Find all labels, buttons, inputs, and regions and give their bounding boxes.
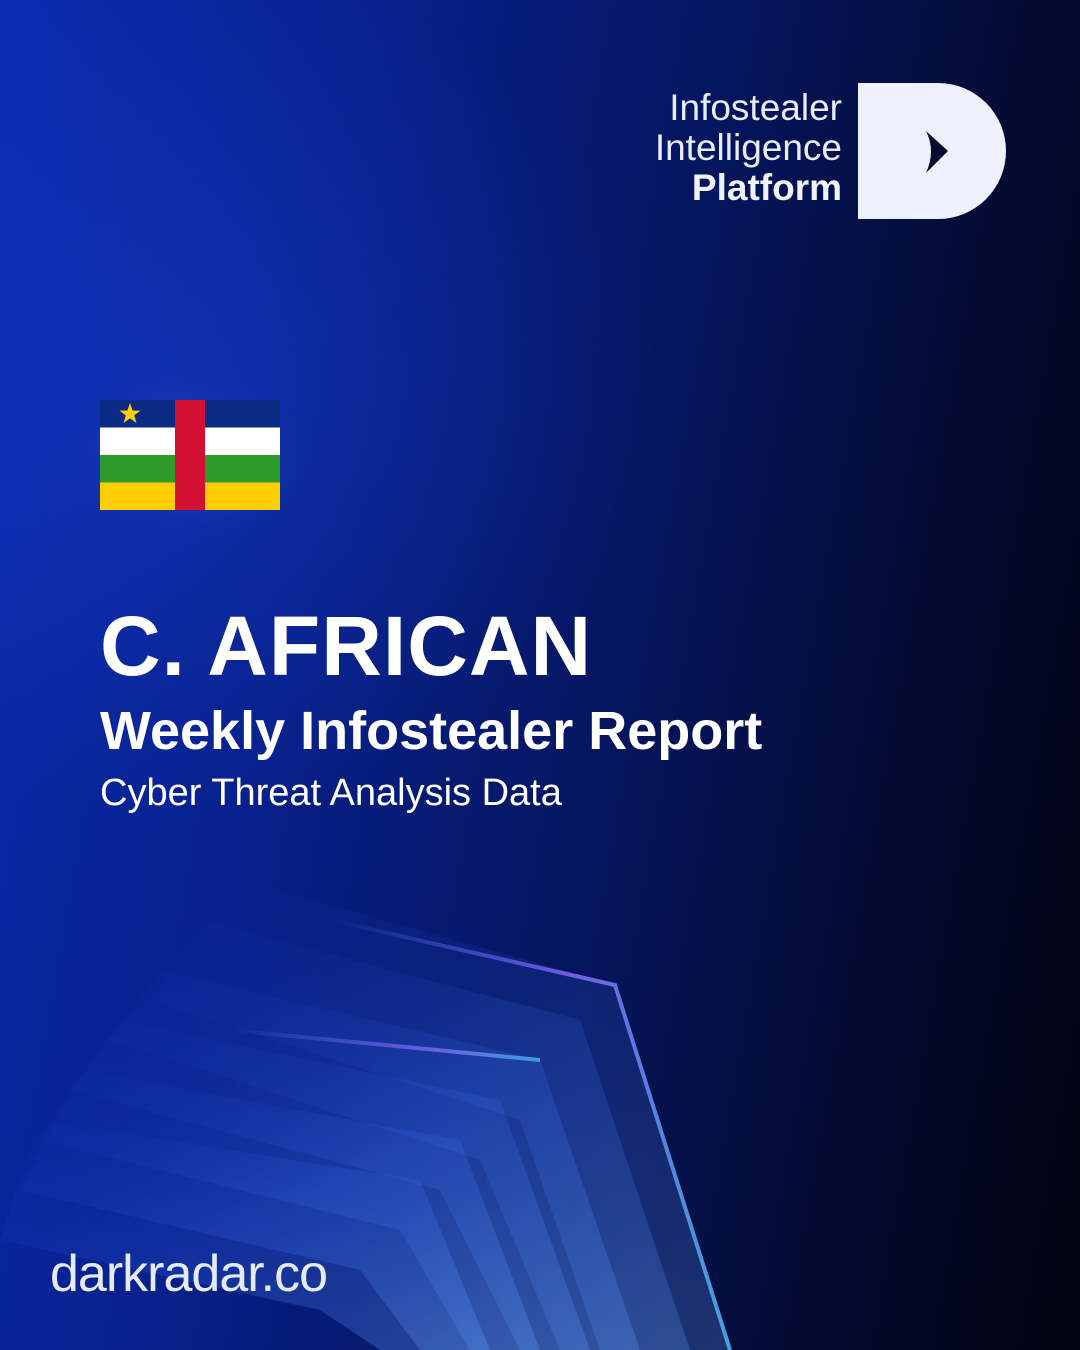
platform-logo-text: Infostealer Intelligence Platform (655, 88, 842, 208)
report-tagline: Cyber Threat Analysis Data (100, 772, 562, 814)
central-african-republic-flag-icon (100, 400, 280, 510)
logo-line-2: Intelligence (654, 127, 842, 168)
logo-line-3: Platform (691, 167, 842, 208)
logo-line-1: Infostealer (669, 87, 842, 128)
decorative-chevron-layers (0, 880, 732, 1350)
chevron-layer-group (0, 880, 732, 1350)
star-icon (119, 403, 141, 423)
report-subtitle: Weekly Infostealer Report (100, 701, 763, 761)
d-arrow-logo-icon (858, 83, 1006, 219)
page-title: C. AFRICAN (100, 599, 593, 693)
website-link[interactable]: darkradar.co (50, 1245, 328, 1303)
